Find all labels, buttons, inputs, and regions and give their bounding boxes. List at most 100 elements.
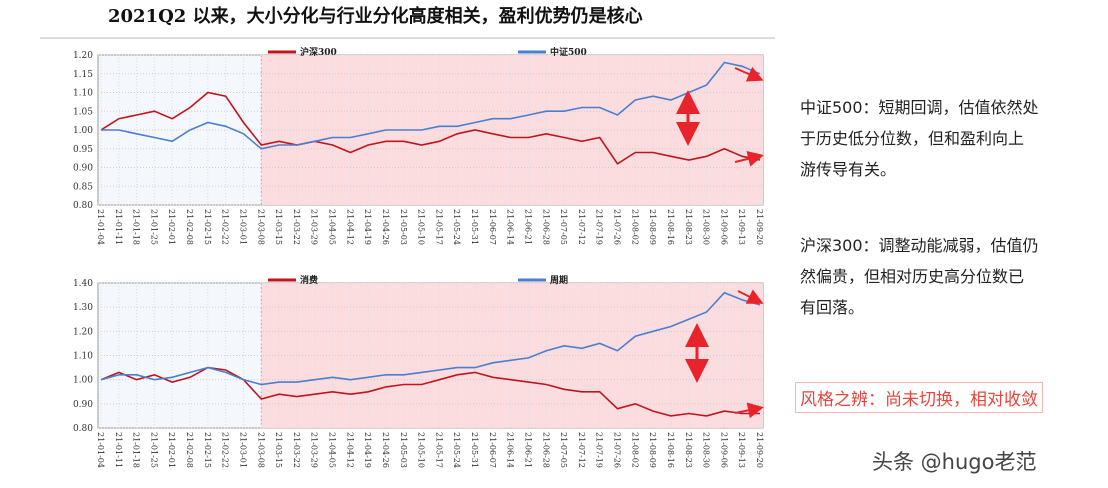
note: 中证500：短期回调，估值依然处 于历史低分位数，但和盈利向上 游传导有关。 [800, 92, 1039, 185]
x-tick-label: 21-02-15 [203, 209, 212, 245]
note-line: 游传导有关。 [800, 160, 897, 179]
x-tick-label: 21-08-23 [684, 432, 693, 468]
series-line [101, 61, 761, 150]
x-tick-label: 21-03-22 [292, 432, 301, 468]
x-tick-label: 21-08-02 [630, 432, 639, 468]
x-tick-label: 21-04-05 [328, 432, 337, 468]
x-tick-label: 21-05-10 [417, 432, 426, 468]
trend-arrow [737, 289, 764, 304]
x-tick-label: 21-08-09 [648, 209, 657, 245]
x-tick-label: 21-03-08 [256, 432, 265, 468]
x-tick-label: 21-06-28 [541, 209, 550, 245]
x-tick-label: 21-03-22 [292, 209, 301, 245]
y-tick-label: 1.30 [73, 303, 93, 313]
x-tick-label: 21-09-13 [737, 432, 746, 468]
x-tick-label: 21-08-02 [630, 209, 639, 245]
note-line: 有回落。 [800, 298, 865, 317]
trend-arrow [734, 402, 764, 419]
x-tick-label: 21-02-08 [185, 209, 194, 245]
x-tick-label: 21-04-12 [345, 432, 354, 468]
x-tick-label: 21-01-11 [114, 209, 123, 245]
x-tick-label: 21-01-18 [132, 432, 141, 468]
x-tick-label: 21-01-25 [149, 432, 158, 468]
x-tick-label: 21-04-19 [363, 209, 372, 245]
y-tick-label: 0.80 [73, 201, 93, 211]
y-tick-label: 1.40 [73, 279, 93, 289]
note-line: 中证500：短期回调，估值依然处 [800, 98, 1039, 117]
x-tick-label: 21-05-31 [470, 432, 479, 468]
x-tick-label: 21-01-11 [114, 432, 123, 468]
y-tick-label: 1.00 [73, 126, 93, 136]
x-tick-label: 21-02-08 [185, 432, 194, 468]
x-tick-label: 21-03-15 [274, 209, 283, 245]
legend-label: 消费 [300, 274, 318, 286]
x-tick-label: 21-05-17 [434, 209, 443, 245]
x-tick-label: 21-01-04 [96, 432, 105, 468]
x-tick-label: 21-02-22 [221, 432, 230, 468]
x-tick-label: 21-06-14 [506, 209, 515, 245]
x-tick-label: 21-06-28 [541, 432, 550, 468]
watermark: 头条 @hugo老范 [872, 450, 1037, 474]
x-tick-label: 21-03-01 [238, 209, 247, 245]
x-tick-label: 21-08-30 [702, 209, 711, 245]
x-tick-label: 21-04-12 [345, 209, 354, 245]
x-tick-label: 21-04-19 [363, 432, 372, 468]
x-tick-label: 21-07-12 [577, 432, 586, 468]
legend-label: 沪深300 [300, 46, 337, 58]
x-tick-label: 21-05-17 [434, 432, 443, 468]
conclusion: 风格之辨：尚未切换，相对收敛 [795, 382, 1043, 413]
x-tick-label: 21-07-26 [613, 432, 622, 468]
x-tick-label: 21-08-23 [684, 209, 693, 245]
x-tick-label: 21-04-26 [381, 432, 390, 468]
x-tick-label: 21-06-07 [488, 432, 497, 468]
x-tick-label: 21-08-16 [666, 432, 675, 468]
x-tick-label: 21-05-31 [470, 209, 479, 245]
x-tick-label: 21-03-15 [274, 432, 283, 468]
x-tick-label: 21-09-20 [755, 432, 764, 468]
x-tick-label: 21-02-01 [167, 432, 176, 468]
chart-area: 2021Q2 以来，大小分化与行业分化高度相关，盈利优势仍是核心 0.800.8… [40, 5, 775, 468]
x-tick-label: 21-09-06 [719, 209, 728, 245]
trend-arrow [734, 66, 764, 82]
x-tick-label: 21-06-14 [506, 432, 515, 468]
annotations [676, 66, 764, 419]
x-tick-label: 21-05-24 [452, 209, 461, 245]
note: 沪深300：调整动能减弱，估值仍 然偏贵，但相对历史高分位数已 有回落。 [800, 230, 1039, 323]
y-tick-label: 0.90 [73, 400, 93, 410]
x-tick-label: 21-07-26 [613, 209, 622, 245]
y-tick-label: 1.15 [73, 70, 93, 80]
x-tick-label: 21-07-19 [595, 209, 604, 245]
x-tick-label: 21-08-09 [648, 432, 657, 468]
x-tick-label: 21-03-01 [238, 432, 247, 468]
x-tick-label: 21-06-21 [523, 209, 532, 245]
x-tick-label: 21-07-19 [595, 432, 604, 468]
x-tick-label: 21-02-22 [221, 209, 230, 245]
x-tick-label: 21-09-20 [755, 209, 764, 245]
legend-label: 周期 [550, 274, 568, 286]
x-tick-label: 21-06-07 [488, 209, 497, 245]
x-tick-label: 21-06-21 [523, 432, 532, 468]
legend-label: 中证500 [550, 46, 587, 58]
note-line: 于历史低分位数，但和盈利向上 [800, 129, 1025, 148]
y-tick-label: 1.20 [73, 51, 93, 61]
y-tick-label: 1.05 [73, 107, 93, 117]
y-tick-label: 1.10 [73, 352, 93, 362]
note-line: 然偏贵，但相对历史高分位数已 [800, 267, 1025, 286]
x-tick-label: 21-05-03 [399, 209, 408, 245]
y-tick-label: 1.10 [73, 89, 93, 99]
x-tick-label: 21-07-12 [577, 209, 586, 245]
x-tick-label: 21-01-04 [96, 209, 105, 245]
series-line [100, 291, 761, 386]
y-tick-label: 0.80 [73, 424, 93, 434]
x-tick-label: 21-08-30 [702, 432, 711, 468]
x-tick-label: 21-07-05 [559, 209, 568, 245]
x-tick-label: 21-04-05 [328, 209, 337, 245]
series-line [100, 91, 761, 165]
x-tick-label: 21-05-03 [399, 432, 408, 468]
x-tick-label: 21-09-06 [719, 432, 728, 468]
x-tick-label: 21-03-08 [256, 209, 265, 245]
x-tick-label: 21-02-01 [167, 209, 176, 245]
y-tick-label: 0.95 [73, 145, 93, 155]
x-tick-label: 21-08-16 [666, 209, 675, 245]
